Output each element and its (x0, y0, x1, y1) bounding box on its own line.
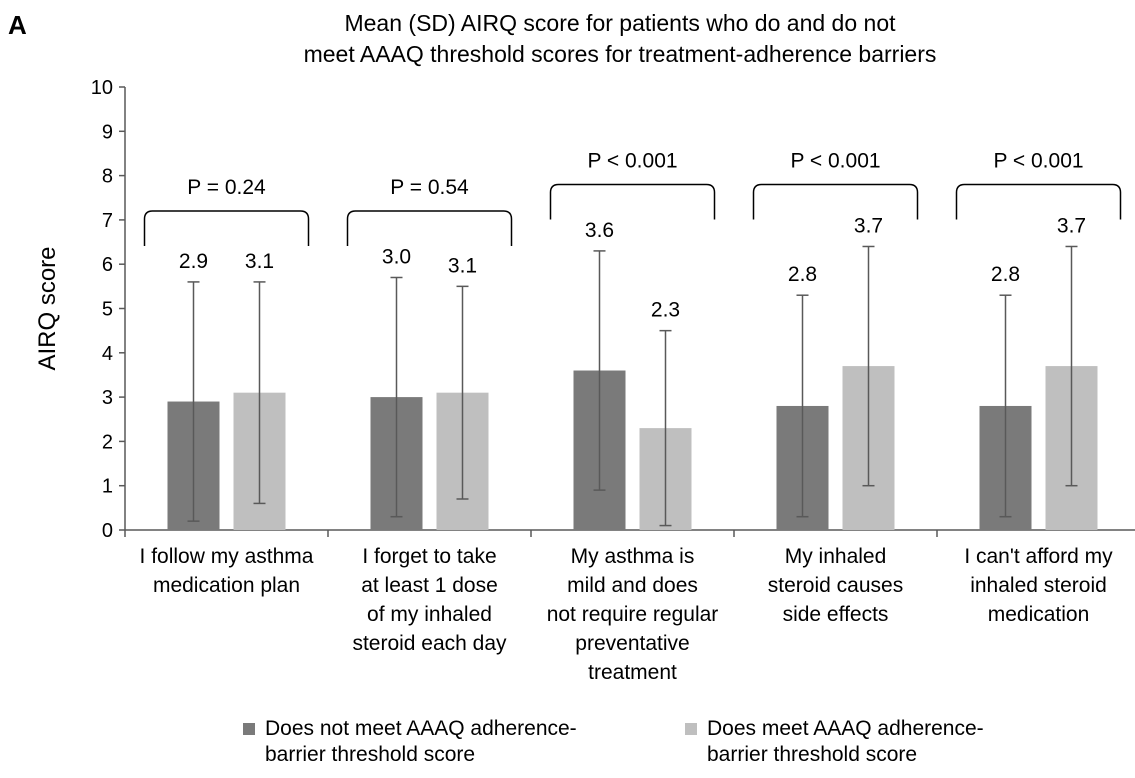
legend-swatch-light (685, 723, 697, 735)
y-axis-label: AIRQ score (34, 246, 61, 370)
category-label: I forget to take (362, 545, 496, 568)
chart-title-line: Mean (SD) AIRQ score for patients who do… (344, 10, 896, 36)
category-label: preventative (575, 632, 689, 655)
significance-bracket (955, 183, 1122, 220)
category-label: mild and does (567, 574, 698, 597)
data-label: 3.7 (1057, 214, 1086, 237)
y-tick-label: 6 (102, 254, 113, 276)
p-value-label: P < 0.001 (993, 149, 1083, 172)
legend-item-not-meet: Does not meet AAAQ adherence- barrier th… (243, 716, 577, 768)
legend-swatch-dark (243, 723, 255, 735)
data-label: 3.1 (448, 254, 477, 277)
y-tick-label: 8 (102, 166, 113, 188)
category-label: at least 1 dose (361, 574, 498, 597)
significance-bracket (549, 183, 716, 220)
y-tick-label: 3 (102, 387, 113, 409)
category-label: inhaled steroid (970, 574, 1107, 597)
y-tick-label: 5 (102, 299, 113, 321)
y-tick-label: 4 (102, 343, 113, 365)
significance-bracket (346, 210, 513, 247)
category-label: steroid each day (352, 632, 507, 655)
y-tick-label: 10 (91, 77, 113, 99)
category-label: of my inhaled (367, 603, 492, 626)
data-label: 2.9 (179, 250, 208, 273)
p-value-label: P < 0.001 (790, 149, 880, 172)
significance-bracket (143, 210, 310, 247)
data-label: 3.0 (382, 245, 411, 268)
category-label: I follow my asthma (140, 545, 314, 568)
p-value-label: P = 0.24 (187, 176, 266, 199)
data-label: 3.7 (854, 214, 883, 237)
data-label: 2.3 (651, 299, 680, 322)
significance-bracket (752, 183, 919, 220)
data-label: 3.6 (585, 219, 614, 242)
p-value-label: P < 0.001 (587, 149, 677, 172)
legend-label-meet: Does meet AAAQ adherence- barrier thresh… (707, 717, 984, 766)
category-label: not require regular (547, 603, 719, 626)
category-label: My asthma is (571, 545, 695, 568)
legend-label-not-meet: Does not meet AAAQ adherence- barrier th… (265, 717, 577, 766)
category-label: My inhaled (785, 545, 887, 568)
category-label: medication (988, 603, 1090, 626)
category-label: side effects (783, 603, 889, 626)
y-tick-label: 0 (102, 520, 113, 542)
y-tick-label: 7 (102, 210, 113, 232)
panel-label: A (8, 10, 27, 40)
category-label: treatment (588, 661, 677, 684)
category-label: steroid causes (768, 574, 903, 597)
chart-title-line: meet AAAQ threshold scores for treatment… (304, 41, 937, 67)
y-tick-label: 1 (102, 476, 113, 498)
p-value-label: P = 0.54 (390, 176, 469, 199)
y-tick-label: 2 (102, 431, 113, 453)
category-label: medication plan (153, 574, 300, 597)
category-label: I can't afford my (964, 545, 1113, 568)
data-label: 2.8 (991, 263, 1020, 286)
legend-item-meet: Does meet AAAQ adherence- barrier thresh… (685, 716, 984, 768)
data-label: 3.1 (245, 250, 274, 273)
y-tick-label: 9 (102, 121, 113, 143)
data-label: 2.8 (788, 263, 817, 286)
